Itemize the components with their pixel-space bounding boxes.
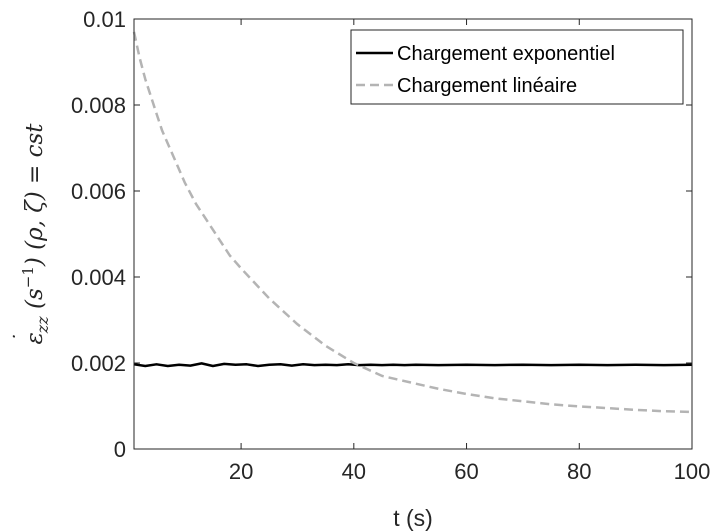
x-tick-label: 20 [229,459,253,484]
series-line-exponentiel [133,362,693,368]
series-layer [132,31,693,414]
y-tick-label: 0 [114,437,126,462]
y-tick-label: 0.004 [71,265,126,290]
x-tick-label: 40 [342,459,366,484]
y-tick-label: 0.008 [71,93,126,118]
y-label-dot: ˙ [9,333,33,343]
x-tick-label: 100 [674,459,711,484]
y-label-unit: (s [22,288,48,316]
y-tick-label: 0.01 [83,7,126,32]
x-tick-label: 60 [454,459,478,484]
y-label-epsilon: ε [22,332,48,344]
tick-labels: 20 40 60 80 100 0 0.002 0.004 0.006 0.008 0.01 [71,7,710,484]
y-label-superscript: −1 [19,266,37,288]
y-axis-label: ε˙zz (s−1) (ρ, ζ) = cst [9,123,52,345]
y-tick-label: 0.002 [71,351,126,376]
legend-label-lineaire: Chargement linéaire [397,75,577,97]
plot-frame [133,18,693,450]
legend: Chargement exponentiel Chargement linéai… [350,29,684,105]
legend-box [350,29,684,105]
legend-label-exponentiel: Chargement exponentiel [397,43,615,65]
y-tick-label: 0.006 [71,179,126,204]
y-label-subscript: zz [33,316,52,334]
y-label-tail: ) (ρ, ζ) = cst [22,123,48,267]
x-tick-label: 80 [567,459,591,484]
ticks-layer [134,18,693,450]
x-axis-label: t (s) [393,505,433,531]
